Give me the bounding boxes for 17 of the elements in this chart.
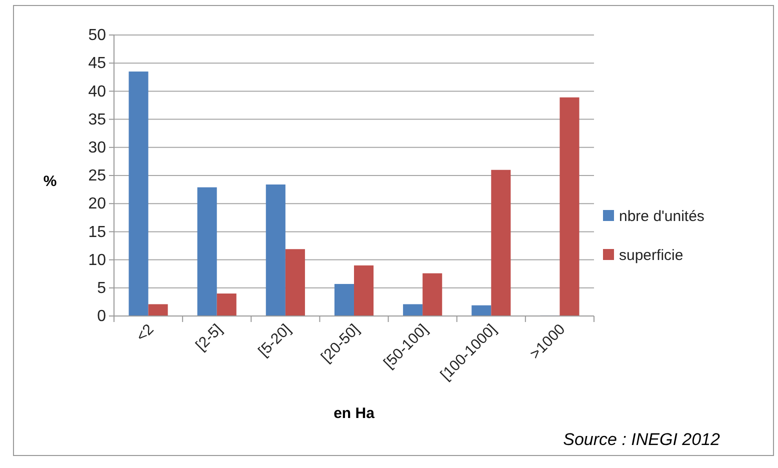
y-tick-label: 0 (97, 308, 106, 326)
y-axis-title: % (43, 173, 57, 190)
y-tick-label: 15 (88, 224, 106, 241)
y-tick-label: 5 (97, 280, 106, 298)
y-tick-label: 10 (88, 252, 106, 269)
y-tick-label: 35 (88, 111, 106, 128)
x-tick-label: <2 (133, 320, 158, 346)
x-axis-title: en Ha (334, 405, 376, 422)
source-note: Source : INEGI 2012 (563, 430, 721, 449)
legend-label: superficie (619, 247, 684, 264)
y-tick-label: 30 (88, 140, 106, 157)
y-tick-label: 50 (88, 27, 106, 44)
legend-label: nbre d'unités (619, 208, 704, 225)
y-tick-label: 45 (88, 55, 106, 72)
y-tick-label: 25 (88, 168, 106, 185)
y-tick-label: 40 (88, 83, 106, 100)
y-tick-label: 20 (88, 196, 106, 213)
